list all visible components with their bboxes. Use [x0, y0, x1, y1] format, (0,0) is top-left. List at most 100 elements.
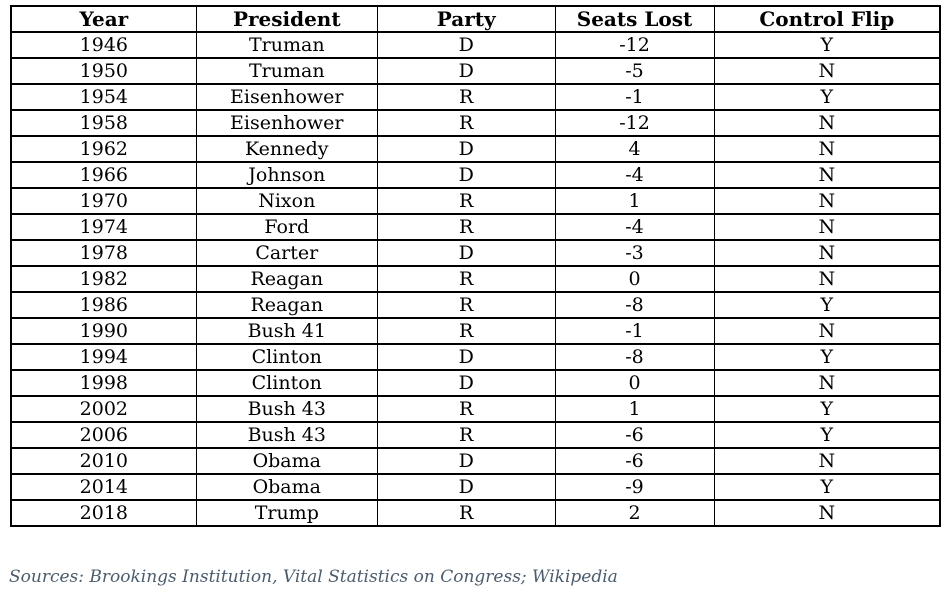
table-cell: 2 — [554, 499, 715, 527]
table-cell: D — [376, 239, 556, 267]
table-cell: 1954 — [10, 83, 197, 111]
column-header-control-flip: Control Flip — [713, 5, 941, 33]
table-cell: 1962 — [10, 135, 197, 163]
table-cell: Y — [713, 473, 941, 501]
table-cell: 2002 — [10, 395, 197, 423]
table-cell: R — [376, 395, 556, 423]
table-row: 1978 Carter D -3 N — [10, 239, 941, 267]
table-cell: Reagan — [195, 265, 378, 293]
table-cell: 4 — [554, 135, 715, 163]
column-header-year: Year — [10, 5, 197, 33]
table-cell: 1958 — [10, 109, 197, 137]
table-cell: Clinton — [195, 369, 378, 397]
midterm-results-table: Year President Party Seats Lost Control Flip… — [10, 5, 941, 527]
table-cell: D — [376, 369, 556, 397]
sources-note: Sources: Brookings Institution, Vital St… — [9, 567, 618, 587]
table-cell: 2006 — [10, 421, 197, 449]
table-cell: Ford — [195, 213, 378, 241]
table-cell: D — [376, 343, 556, 371]
table-cell: D — [376, 57, 556, 85]
table-cell: R — [376, 83, 556, 111]
table-cell: 1966 — [10, 161, 197, 189]
table-cell: -1 — [554, 83, 715, 111]
table-cell: -6 — [554, 421, 715, 449]
table-cell: N — [713, 109, 941, 137]
table-row: 2010 Obama D -6 N — [10, 447, 941, 475]
table-cell: 1946 — [10, 31, 197, 59]
table-cell: Obama — [195, 447, 378, 475]
table-cell: R — [376, 109, 556, 137]
table-cell: -12 — [554, 31, 715, 59]
table-cell: N — [713, 187, 941, 215]
table-row: 2014 Obama D -9 Y — [10, 473, 941, 501]
table-cell: 1998 — [10, 369, 197, 397]
table-row: 2018 Trump R 2 N — [10, 499, 941, 527]
table-row: 1958 Eisenhower R -12 N — [10, 109, 941, 137]
table-cell: D — [376, 161, 556, 189]
table-cell: Y — [713, 291, 941, 319]
table-cell: Kennedy — [195, 135, 378, 163]
table-cell: D — [376, 473, 556, 501]
table-cell: R — [376, 317, 556, 345]
table-cell: Truman — [195, 31, 378, 59]
table-cell: R — [376, 291, 556, 319]
table-cell: 2010 — [10, 447, 197, 475]
table-cell: -4 — [554, 213, 715, 241]
table-cell: -12 — [554, 109, 715, 137]
table-cell: 1994 — [10, 343, 197, 371]
table-cell: N — [713, 213, 941, 241]
table-row: 1982 Reagan R 0 N — [10, 265, 941, 293]
table-cell: Eisenhower — [195, 109, 378, 137]
table-cell: 0 — [554, 265, 715, 293]
table-cell: -6 — [554, 447, 715, 475]
table-cell: 1 — [554, 395, 715, 423]
table-cell: -3 — [554, 239, 715, 267]
table-cell: Clinton — [195, 343, 378, 371]
table-row: 2002 Bush 43 R 1 Y — [10, 395, 941, 423]
table-cell: 1990 — [10, 317, 197, 345]
table-cell: R — [376, 265, 556, 293]
table-cell: -8 — [554, 291, 715, 319]
table-row: 1954 Eisenhower R -1 Y — [10, 83, 941, 111]
table-cell: N — [713, 57, 941, 85]
table-cell: N — [713, 317, 941, 345]
table-cell: Bush 43 — [195, 395, 378, 423]
table-cell: -4 — [554, 161, 715, 189]
table-cell: 1978 — [10, 239, 197, 267]
table-row: 1946 Truman D -12 Y — [10, 31, 941, 59]
table-cell: -5 — [554, 57, 715, 85]
table-row: 1998 Clinton D 0 N — [10, 369, 941, 397]
header-row: Year President Party Seats Lost Control Flip — [10, 5, 941, 33]
table-row: 1986 Reagan R -8 Y — [10, 291, 941, 319]
column-header-president: President — [195, 5, 378, 33]
table-body: 1946 Truman D -12 Y 1950 Truman D -5 N 1954 Eisenho… — [10, 31, 941, 527]
table-cell: Truman — [195, 57, 378, 85]
table-cell: R — [376, 187, 556, 215]
table-row: 1990 Bush 41 R -1 N — [10, 317, 941, 345]
table-cell: 2018 — [10, 499, 197, 527]
table-cell: N — [713, 265, 941, 293]
table-row: 1950 Truman D -5 N — [10, 57, 941, 85]
table-cell: Eisenhower — [195, 83, 378, 111]
table-cell: Trump — [195, 499, 378, 527]
table-cell: R — [376, 499, 556, 527]
table-cell: 1986 — [10, 291, 197, 319]
table-cell: Nixon — [195, 187, 378, 215]
table-row: 1970 Nixon R 1 N — [10, 187, 941, 215]
table-row: 1966 Johnson D -4 N — [10, 161, 941, 189]
table-cell: D — [376, 135, 556, 163]
table-cell: Y — [713, 421, 941, 449]
table-head: Year President Party Seats Lost Control Flip — [10, 5, 941, 33]
table-row: 1962 Kennedy D 4 N — [10, 135, 941, 163]
table-cell: R — [376, 213, 556, 241]
table-cell: Y — [713, 83, 941, 111]
table-cell: 1970 — [10, 187, 197, 215]
table-row: 1994 Clinton D -8 Y — [10, 343, 941, 371]
table-row: 2006 Bush 43 R -6 Y — [10, 421, 941, 449]
table-cell: Obama — [195, 473, 378, 501]
table-cell: 1950 — [10, 57, 197, 85]
table-cell: 2014 — [10, 473, 197, 501]
table-cell: N — [713, 161, 941, 189]
table-cell: N — [713, 447, 941, 475]
